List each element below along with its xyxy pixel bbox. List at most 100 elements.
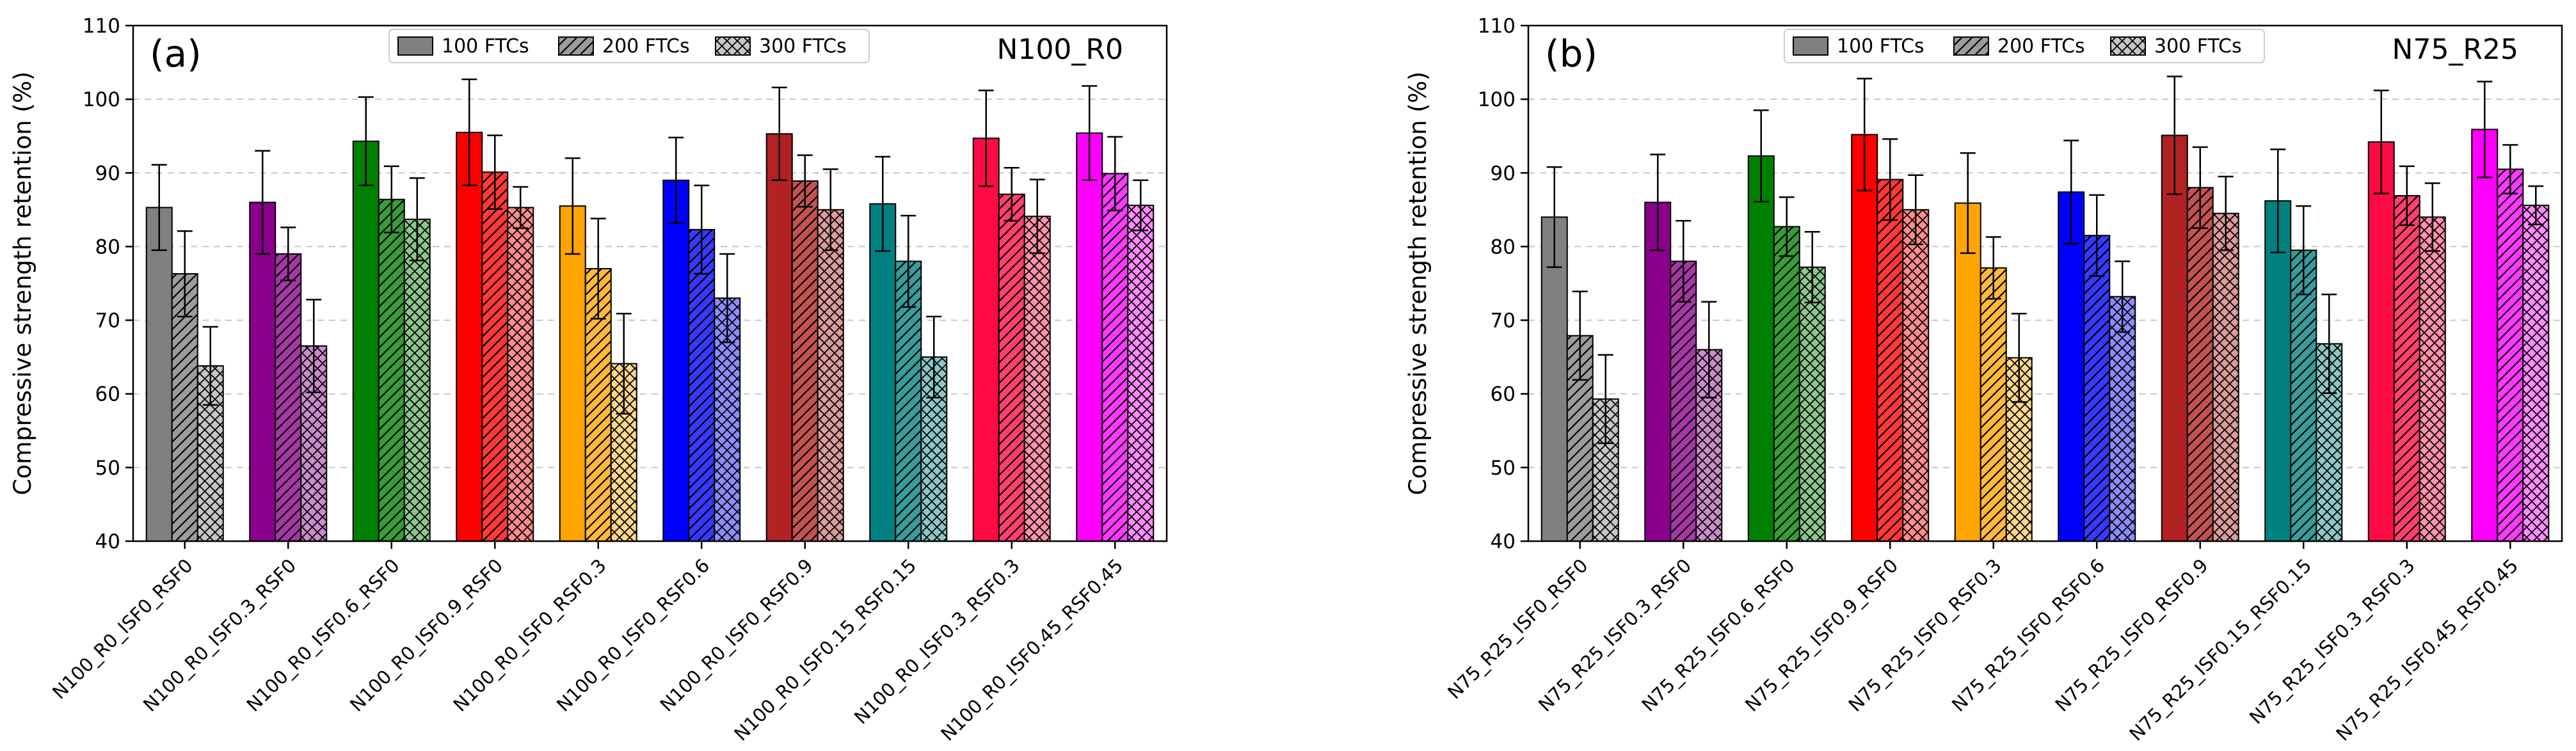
bar-hatch bbox=[2394, 195, 2420, 542]
bar-hatch bbox=[1670, 261, 1697, 541]
legend: 100 FTCs 200 FTCs 300 FTCs bbox=[388, 29, 870, 63]
legend-label-100: 100 FTCs bbox=[1837, 35, 1924, 58]
y-axis-label: Compressive strength retention (%) bbox=[9, 72, 36, 496]
panel-label: (b) bbox=[1545, 32, 1597, 75]
y-axis: 40 50 60 70 80 90 100 110 bbox=[1478, 15, 1528, 553]
legend-label-300: 300 FTCs bbox=[759, 35, 847, 58]
bar-hatch bbox=[2497, 169, 2524, 541]
error-bars bbox=[151, 78, 1149, 415]
legend-label-200: 200 FTCs bbox=[1997, 35, 2085, 58]
bar-100-ftcs bbox=[146, 207, 172, 542]
bar-hatch bbox=[1980, 267, 2006, 541]
bar-hatch bbox=[998, 194, 1025, 542]
bar-100-ftcs bbox=[973, 138, 999, 541]
x-tick-label: N100_R0_ISF0.45_RSF0.45 bbox=[936, 555, 1127, 745]
y-tick-label: 60 bbox=[95, 383, 120, 406]
y-tick-label: 100 bbox=[83, 88, 120, 111]
bar-hatch bbox=[1128, 205, 1154, 541]
y-tick-label: 50 bbox=[95, 457, 120, 480]
bar-hatch bbox=[378, 199, 404, 541]
bar-hatch bbox=[1102, 173, 1128, 541]
legend-label-100: 100 FTCs bbox=[442, 35, 529, 58]
x-axis: N75_R25_ISF0_RSF0N75_R25_ISF0.3_RSF0N75_… bbox=[1443, 541, 2522, 745]
bar-100-ftcs bbox=[1541, 217, 1567, 541]
legend: 100 FTCs 200 FTCs 300 FTCs bbox=[1784, 29, 2265, 63]
y-axis-label: Compressive strength retention (%) bbox=[1404, 72, 1432, 496]
y-tick-label: 40 bbox=[1491, 530, 1516, 553]
bar-hatch bbox=[482, 172, 508, 541]
bar-hatch bbox=[817, 209, 844, 541]
bar-100-ftcs bbox=[766, 134, 792, 541]
bar-100-ftcs bbox=[1955, 203, 1981, 542]
bar-hatch bbox=[1024, 216, 1050, 541]
bar-hatch bbox=[2212, 213, 2239, 542]
bar-100-ftcs bbox=[2472, 129, 2498, 541]
y-tick-label: 100 bbox=[1478, 88, 1516, 111]
bar-100-ftcs bbox=[2368, 141, 2394, 541]
bar-hatch bbox=[172, 274, 198, 541]
bar-hatch bbox=[689, 229, 715, 541]
y-tick-label: 70 bbox=[1491, 310, 1516, 333]
chart-title: N75_R25 bbox=[2392, 33, 2518, 66]
bar-hatch bbox=[2419, 217, 2445, 541]
bar-100-ftcs bbox=[1748, 155, 1774, 541]
x-tick-label: N75_R25_ISF0.45_RSF0.45 bbox=[2332, 555, 2522, 745]
y-tick-label: 40 bbox=[95, 530, 120, 553]
legend-swatch-hatch-300 bbox=[2111, 37, 2145, 55]
x-tick-label: N100_R0_ISF0.3_RSF0.3 bbox=[850, 555, 1024, 729]
bar-100-ftcs bbox=[2265, 201, 2291, 541]
bar-100-ftcs bbox=[870, 203, 896, 541]
bar-hatch bbox=[2084, 235, 2110, 541]
bar-100-ftcs bbox=[353, 141, 379, 541]
y-tick-label: 50 bbox=[1491, 457, 1516, 480]
y-tick-label: 110 bbox=[1478, 15, 1516, 38]
x-axis: N100_R0_ISF0_RSF0N100_R0_ISF0.3_RSF0N100… bbox=[48, 541, 1127, 745]
legend-swatch-hatch-300 bbox=[716, 37, 750, 55]
bar-hatch bbox=[1799, 267, 1825, 541]
legend-swatch-100 bbox=[397, 36, 433, 56]
bar-hatch bbox=[2187, 187, 2213, 541]
bar-100-ftcs bbox=[1852, 134, 1878, 541]
legend-swatch-hatch-200 bbox=[1954, 37, 1988, 55]
bar-hatch bbox=[2523, 205, 2549, 541]
bar-hatch bbox=[2291, 250, 2317, 541]
y-tick-label: 70 bbox=[95, 310, 120, 333]
bar-100-ftcs bbox=[559, 206, 586, 542]
bar-100-ftcs bbox=[1645, 202, 1671, 541]
y-tick-label: 90 bbox=[1491, 162, 1516, 185]
panel-label: (a) bbox=[150, 32, 202, 75]
bar-100-ftcs bbox=[250, 202, 276, 541]
bars bbox=[145, 131, 1155, 542]
y-axis: 40 50 60 70 80 90 100 110 bbox=[83, 15, 133, 553]
chart-title: N100_R0 bbox=[997, 33, 1123, 66]
bar-hatch bbox=[1877, 179, 1903, 541]
y-tick-label: 110 bbox=[83, 15, 120, 38]
bar-hatch bbox=[1773, 226, 1800, 541]
x-tick-label: N75_R25_ISF0.3_RSF0.3 bbox=[2245, 555, 2419, 729]
legend-swatch-hatch-200 bbox=[559, 37, 593, 55]
x-tick-label: N75_R25_ISF0.15_RSF0.15 bbox=[2125, 555, 2316, 745]
y-tick-label: 90 bbox=[95, 162, 120, 185]
legend-label-300: 300 FTCs bbox=[2154, 35, 2242, 58]
bar-hatch bbox=[404, 219, 430, 541]
bar-hatch bbox=[275, 253, 301, 541]
bars bbox=[1540, 129, 2550, 542]
legend-label-200: 200 FTCs bbox=[602, 35, 690, 58]
bar-100-ftcs bbox=[2058, 192, 2084, 541]
bar-hatch bbox=[792, 180, 818, 541]
y-tick-label: 60 bbox=[1491, 383, 1516, 406]
plot-frame bbox=[132, 24, 1168, 542]
y-tick-label: 80 bbox=[1491, 235, 1516, 258]
bar-hatch bbox=[1903, 209, 1929, 541]
bar-100-ftcs bbox=[2161, 135, 2188, 541]
chart-panel-a: 40 50 60 70 80 90 100 110 N100_R0_ISF0_RSF0N100… bbox=[9, 15, 1168, 745]
bar-hatch bbox=[508, 207, 534, 542]
error-bars bbox=[1546, 75, 2544, 445]
bar-100-ftcs bbox=[1076, 133, 1103, 541]
legend-swatch-100 bbox=[1793, 36, 1828, 56]
chart-panel-b: 40 50 60 70 80 90 100 110 N75_R25_ISF0_RSF0N75_… bbox=[1404, 15, 2563, 745]
bar-100-ftcs bbox=[456, 132, 483, 541]
bar-hatch bbox=[895, 261, 922, 541]
bar-hatch bbox=[2109, 296, 2136, 541]
